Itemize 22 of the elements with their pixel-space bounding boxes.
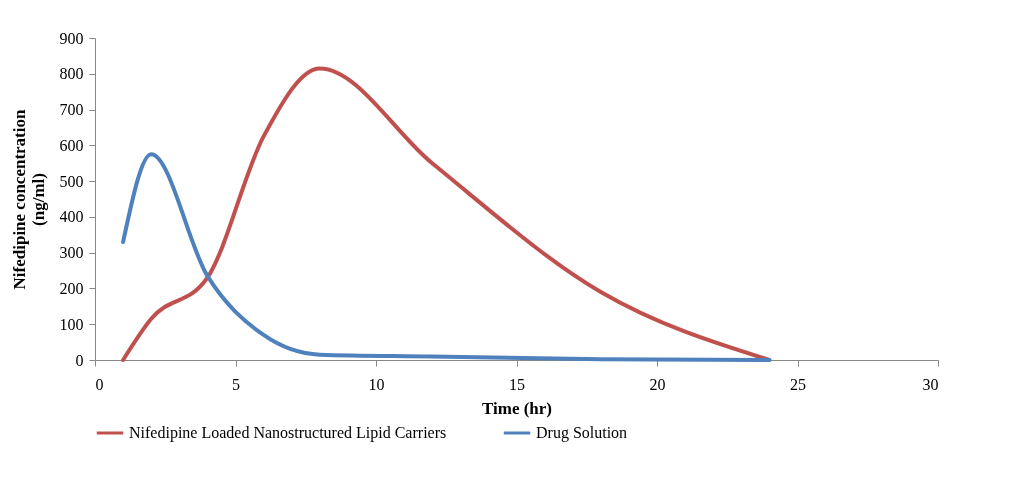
x-axis-title: Time (hr) xyxy=(481,398,553,418)
y-tick-label: 300 xyxy=(59,244,84,262)
x-tick-label: 5 xyxy=(232,375,240,393)
legend-label: Nifedipine Loaded Nanostructured Lipid Carriers xyxy=(129,424,447,442)
y-tick-label: 400 xyxy=(59,208,84,226)
y-tick-label: 800 xyxy=(59,65,84,83)
y-tick-label: 900 xyxy=(59,29,84,47)
y-tick-label: 0 xyxy=(75,351,84,369)
x-tick-label: 10 xyxy=(368,375,385,393)
x-tick-label: 30 xyxy=(922,375,939,393)
legend-label: Drug Solution xyxy=(536,424,628,442)
y-axis-title: Nifedipine concentration (ng/ml) xyxy=(9,109,48,290)
x-tick-label: 20 xyxy=(649,375,666,393)
x-tick-label: 25 xyxy=(790,375,806,393)
y-tick-label: 100 xyxy=(59,315,84,333)
y-tick-label: 600 xyxy=(59,136,84,154)
x-tick-label: 0 xyxy=(95,375,104,393)
y-tick-label: 700 xyxy=(59,101,84,119)
x-tick-label: 15 xyxy=(509,375,525,393)
y-tick-label: 500 xyxy=(59,172,84,190)
line-series xyxy=(121,152,772,362)
y-tick-label: 200 xyxy=(59,279,84,297)
